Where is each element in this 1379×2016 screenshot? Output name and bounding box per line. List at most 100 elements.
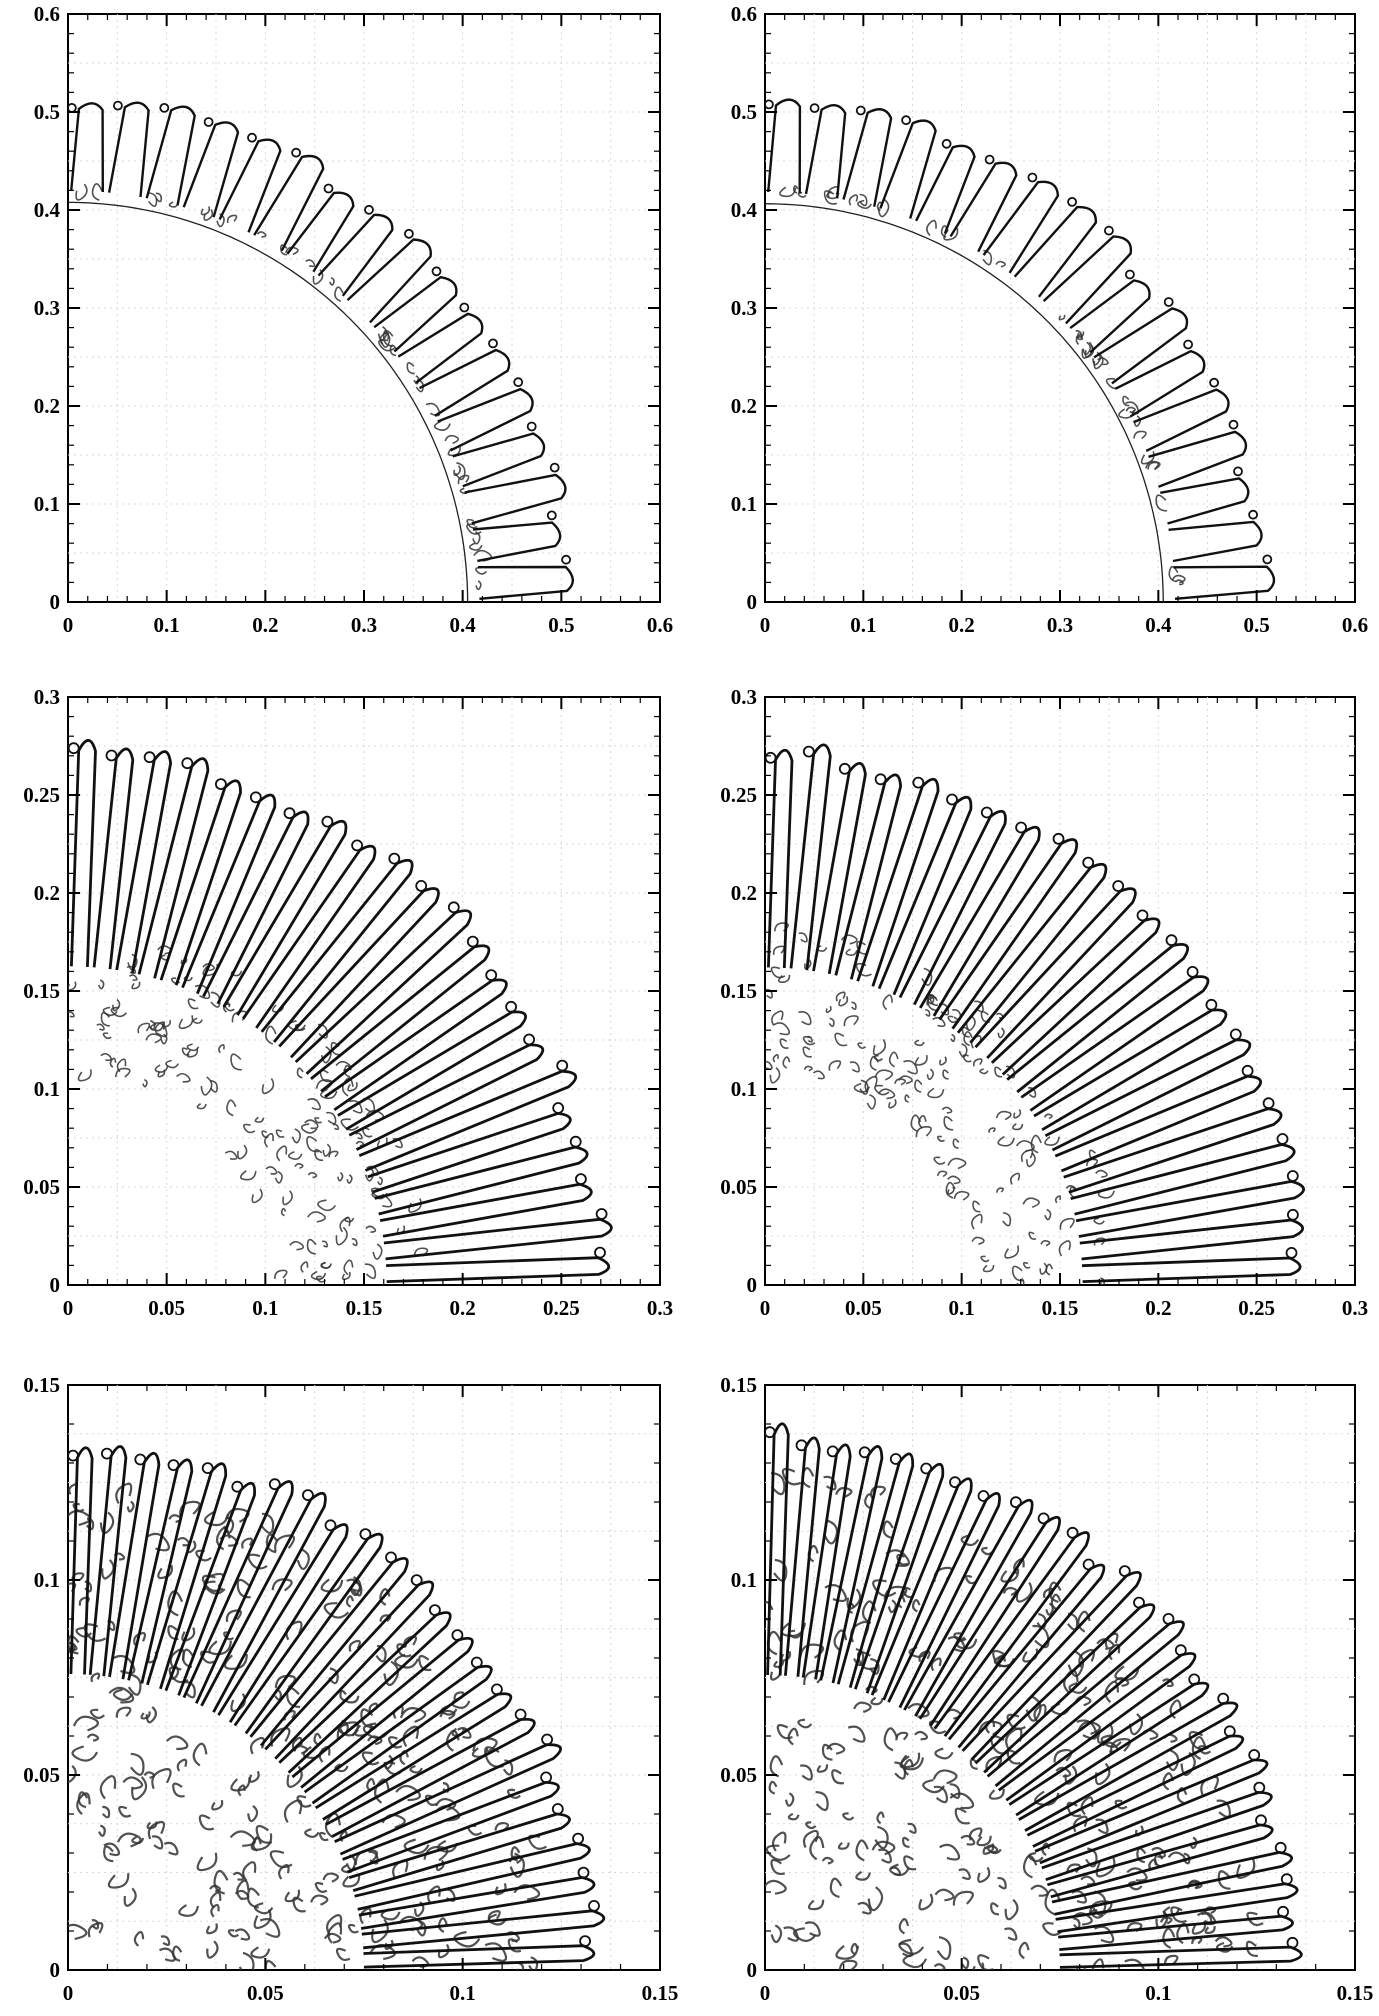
finger — [1063, 1107, 1283, 1194]
finger — [145, 105, 196, 206]
x-tick-label: 0.3 — [1047, 613, 1073, 637]
x-tick-label: 0.5 — [1244, 613, 1270, 637]
y-tick-label: 0 — [747, 1273, 758, 1297]
y-tick-label: 0.05 — [720, 1763, 757, 1787]
y-tick-label: 0.1 — [731, 492, 757, 516]
finger — [253, 154, 325, 252]
finger — [1013, 205, 1098, 298]
y-tick-label: 0.1 — [731, 1568, 757, 1592]
y-tick-label: 0 — [50, 590, 61, 614]
finger — [346, 238, 432, 324]
finger — [1160, 477, 1250, 525]
y-tick-label: 0.2 — [34, 394, 60, 418]
x-tick-label: 0.05 — [943, 1981, 980, 2005]
finger — [379, 1182, 593, 1238]
finger — [804, 104, 847, 199]
y-tick-label: 0.2 — [34, 881, 60, 905]
x-tick-label: 0.25 — [1238, 1296, 1275, 1320]
finger — [452, 432, 546, 488]
y-tick-label: 0 — [50, 1958, 61, 1982]
finger — [70, 102, 104, 193]
finger — [938, 838, 1079, 1030]
finger — [1006, 942, 1190, 1094]
inner-interface — [68, 201, 469, 602]
y-tick-label: 0.2 — [731, 881, 757, 905]
finger — [842, 108, 893, 207]
x-tick-label: 0 — [760, 1981, 771, 2005]
x-tick-label: 0.15 — [346, 1296, 383, 1320]
y-tick-label: 0 — [747, 590, 758, 614]
x-tick-label: 0.15 — [1337, 1981, 1374, 2005]
finger — [472, 521, 562, 563]
y-tick-label: 0.15 — [720, 979, 757, 1003]
x-tick-label: 0.3 — [647, 1296, 673, 1320]
finger — [200, 1491, 327, 1713]
finger — [107, 101, 150, 198]
x-tick-label: 0.3 — [1342, 1296, 1368, 1320]
panel-bottom-right: 0 0.05 0.1 0.15 0 0.05 0.1 0.15 — [720, 1373, 1373, 2005]
finger — [1081, 1256, 1302, 1283]
y-tick-label: 0.25 — [720, 783, 757, 807]
y-tick-label: 0.3 — [731, 685, 757, 709]
x-tick-label: 0.15 — [1042, 1296, 1079, 1320]
x-tick-label: 0.4 — [450, 613, 477, 637]
x-tick-label: 0 — [63, 613, 74, 637]
y-tick-label: 0.15 — [23, 1373, 60, 1397]
y-tick-label: 0.1 — [34, 492, 60, 516]
x-tick-label: 0 — [760, 1296, 771, 1320]
x-tick-label: 0 — [760, 613, 771, 637]
finger — [1093, 307, 1189, 385]
finger — [1069, 279, 1151, 354]
finger — [69, 1446, 94, 1675]
finger — [477, 565, 575, 600]
finger — [767, 748, 794, 969]
density-field — [765, 697, 1355, 1285]
x-tick-label: 0 — [63, 1981, 74, 2005]
x-tick-label: 0.6 — [1342, 613, 1368, 637]
y-tick-label: 0 — [50, 1273, 61, 1297]
finger — [367, 1112, 572, 1194]
y-tick-label: 0.15 — [23, 979, 60, 1003]
finger — [286, 191, 355, 273]
y-tick-label: 0.3 — [731, 296, 757, 320]
y-tick-label: 0.1 — [34, 1568, 60, 1592]
finger — [373, 276, 458, 353]
finger — [915, 144, 976, 234]
panel-middle-left: 0 0.05 0.1 0.15 0.2 0.25 0.3 0 0.05 0.1 0.15 0.2 0.2… — [23, 685, 673, 1320]
finger — [182, 1480, 294, 1704]
x-tick-label: 0.1 — [949, 1296, 975, 1320]
x-tick-label: 0.2 — [949, 613, 975, 637]
density-field — [765, 1385, 1355, 1970]
finger — [182, 121, 240, 218]
finger — [218, 138, 282, 233]
density-field — [68, 697, 660, 1285]
finger — [88, 1445, 128, 1677]
y-tick-label: 0.05 — [720, 1175, 757, 1199]
finger — [1114, 349, 1206, 418]
finger — [92, 747, 135, 970]
finger — [1020, 975, 1210, 1112]
y-tick-label: 0.3 — [34, 685, 60, 709]
x-tick-label: 0.1 — [450, 1981, 476, 2005]
x-tick-label: 0.5 — [548, 613, 574, 637]
x-tick-label: 0.05 — [845, 1296, 882, 1320]
finger — [418, 348, 511, 417]
y-tick-label: 0.2 — [731, 394, 757, 418]
finger — [1059, 1945, 1303, 1969]
x-tick-label: 0.15 — [642, 1981, 679, 2005]
finger — [1173, 565, 1276, 600]
finger — [949, 161, 1018, 253]
finger — [363, 1944, 596, 1969]
x-tick-label: 0.6 — [647, 613, 673, 637]
finger — [767, 98, 802, 194]
finger — [856, 777, 940, 987]
finger — [982, 180, 1060, 274]
x-tick-label: 0.1 — [252, 1296, 278, 1320]
y-tick-label: 0 — [747, 1958, 758, 1982]
panel-top-right: 0 0.1 0.2 0.3 0.4 0.5 0.6 0 0.1 0.2 0.3 0.4 0.5 0.6 — [731, 2, 1368, 637]
y-tick-label: 0.05 — [23, 1763, 60, 1787]
y-tick-label: 0.1 — [34, 1077, 60, 1101]
finger — [1042, 235, 1133, 325]
density-field — [765, 14, 1355, 602]
